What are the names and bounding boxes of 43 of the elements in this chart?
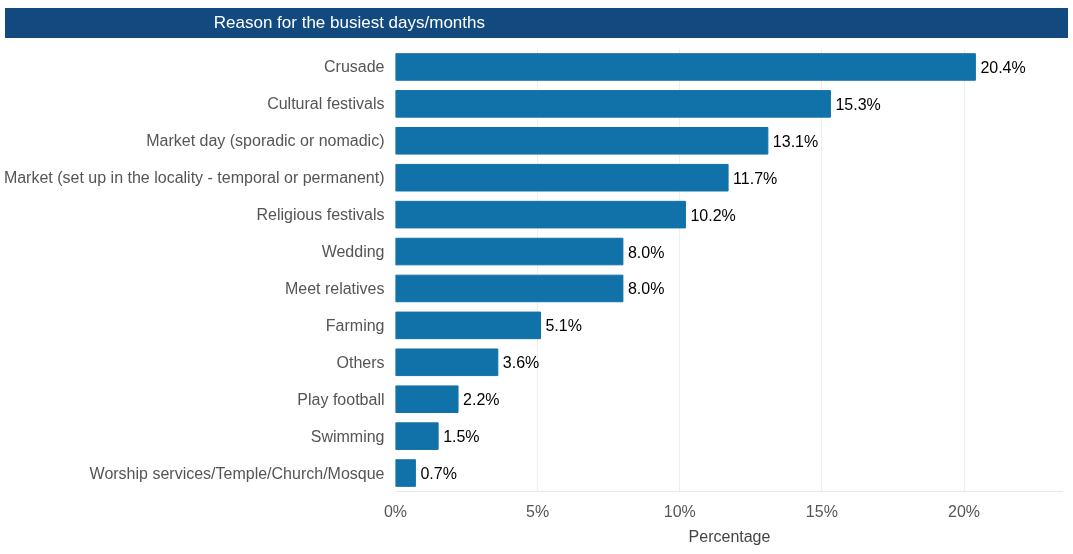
y-tick-label: Crusade <box>324 58 385 76</box>
chart-title: Reason for the busiest days/months <box>212 12 485 34</box>
data-label: 2.2% <box>463 391 500 409</box>
data-label: 8.0% <box>627 280 665 298</box>
y-tick-label: Meet relatives <box>284 279 385 297</box>
data-label: 5.1% <box>545 317 582 335</box>
data-label: 0.7% <box>420 465 457 483</box>
bar <box>395 200 686 229</box>
bar <box>395 237 624 266</box>
x-tick-label: 5% <box>526 502 550 520</box>
y-tick-label: Wedding <box>321 243 385 261</box>
x-tick-label: 10% <box>663 502 696 520</box>
x-axis-title: Percentage <box>688 527 771 545</box>
y-tick-label: Worship services/Temple/Church/Mosque <box>89 464 385 482</box>
bar <box>395 385 459 413</box>
y-tick-label: Market (set up in the locality - temporal or permanent) <box>3 169 385 187</box>
data-label: 3.6% <box>502 354 540 372</box>
y-tick-label: Market day (sporadic or nomadic) <box>146 132 385 150</box>
data-label: 15.3% <box>835 95 881 113</box>
data-label: 13.1% <box>772 132 819 150</box>
y-tick-label: Cultural festivals <box>267 95 385 113</box>
bar <box>395 274 624 303</box>
bar <box>395 53 976 81</box>
data-label: 10.2% <box>690 206 736 224</box>
bar <box>395 459 416 487</box>
x-tick-label: 0% <box>383 502 408 520</box>
data-label: 20.4% <box>980 58 1026 76</box>
x-tick-label: 15% <box>805 502 838 520</box>
bar <box>395 127 769 155</box>
y-tick-label: Play football <box>297 390 385 408</box>
x-tick-label: 20% <box>948 502 981 520</box>
y-tick-label: Swimming <box>310 427 385 445</box>
bar <box>395 311 541 340</box>
y-tick-label: Religious festivals <box>256 206 385 224</box>
bar <box>395 348 499 377</box>
y-tick-label: Farming <box>325 316 385 334</box>
data-label: 8.0% <box>627 243 665 261</box>
bar <box>395 163 729 192</box>
bar <box>395 422 439 450</box>
bar <box>395 90 831 118</box>
y-tick-label: Others <box>336 353 385 371</box>
data-label: 11.7% <box>733 169 778 187</box>
data-label: 1.5% <box>443 428 480 446</box>
